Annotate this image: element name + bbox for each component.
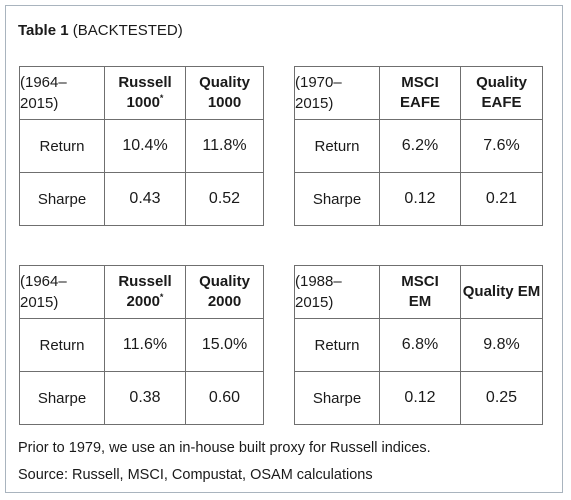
- period-start: (1988–: [295, 273, 342, 290]
- header-line2: MSCI EAFE: [399, 74, 440, 111]
- value-cell: 0.12: [379, 371, 461, 425]
- header-line2: 2000: [207, 293, 242, 310]
- period-end: 2015): [295, 95, 334, 112]
- table-frame: [5, 5, 563, 493]
- header-msci-eafe: MSCI EAFE: [379, 66, 461, 120]
- footnote-source: Source: Russell, MSCI, Compustat, OSAM c…: [18, 467, 373, 483]
- header-russell-1000: Russell 1000*: [104, 66, 186, 120]
- header-line1: Quality: [199, 74, 250, 91]
- footnote-proxy: Prior to 1979, we use an in-house built …: [18, 440, 431, 456]
- row-label-return: Return: [294, 119, 380, 173]
- table-title: Table 1 (BACKTESTED): [18, 22, 183, 39]
- table-title-suffix: (BACKTESTED): [72, 22, 183, 39]
- period-end: 2015): [295, 294, 334, 311]
- header-line2: EAFE: [481, 94, 522, 111]
- header-quality-2000: Quality 2000: [185, 265, 264, 319]
- period-cell: (1964– 2015): [19, 265, 105, 319]
- header-quality-1000: Quality 1000: [185, 66, 264, 120]
- table-msci-eafe: (1970– 2015) MSCI EAFE Quality EAFE Return…: [294, 66, 543, 226]
- header-quality-em: Quality EM: [460, 265, 543, 319]
- value-cell: 11.6%: [104, 318, 186, 372]
- row-label-sharpe: Sharpe: [19, 371, 105, 425]
- period-end: 2015): [20, 95, 59, 112]
- header-line2: 1000: [126, 94, 160, 111]
- value-cell: 11.8%: [185, 119, 264, 173]
- header-line2: Quality EM: [462, 283, 541, 300]
- row-label-return: Return: [19, 119, 105, 173]
- row-label-return: Return: [19, 318, 105, 372]
- value-cell: 0.21: [460, 172, 543, 226]
- value-cell: 0.38: [104, 371, 186, 425]
- period-cell: (1970– 2015): [294, 66, 380, 120]
- value-cell: 15.0%: [185, 318, 264, 372]
- header-line1: Quality: [476, 74, 527, 91]
- header-quality-eafe: Quality EAFE: [460, 66, 543, 120]
- row-label-sharpe: Sharpe: [19, 172, 105, 226]
- table-russell-2000: (1964– 2015) Russell 2000* Quality 2000 Ret…: [19, 265, 264, 425]
- table-title-bold: Table 1: [18, 22, 69, 39]
- period-end: 2015): [20, 294, 59, 311]
- period-start: (1970–: [295, 74, 342, 91]
- header-russell-2000: Russell 2000*: [104, 265, 186, 319]
- header-msci-em: MSCI EM: [379, 265, 461, 319]
- value-cell: 6.8%: [379, 318, 461, 372]
- period-start: (1964–: [20, 273, 67, 290]
- row-label-sharpe: Sharpe: [294, 371, 380, 425]
- value-cell: 10.4%: [104, 119, 186, 173]
- table-msci-em: (1988– 2015) MSCI EM Quality EM Return 6.8…: [294, 265, 543, 425]
- row-label-return: Return: [294, 318, 380, 372]
- value-cell: 0.60: [185, 371, 264, 425]
- value-cell: 9.8%: [460, 318, 543, 372]
- row-label-sharpe: Sharpe: [294, 172, 380, 226]
- value-cell: 7.6%: [460, 119, 543, 173]
- period-cell: (1988– 2015): [294, 265, 380, 319]
- period-cell: (1964– 2015): [19, 66, 105, 120]
- header-line1: Quality: [199, 273, 250, 290]
- header-line1: Russell: [118, 273, 172, 290]
- value-cell: 0.12: [379, 172, 461, 226]
- period-start: (1964–: [20, 74, 67, 91]
- header-footnote-mark: *: [159, 93, 164, 103]
- header-line2: 2000: [126, 293, 160, 310]
- header-line2: EM: [408, 293, 432, 310]
- header-line1: MSCI: [401, 273, 439, 290]
- value-cell: 0.25: [460, 371, 543, 425]
- value-cell: 0.43: [104, 172, 186, 226]
- header-line2: 1000: [207, 94, 242, 111]
- value-cell: 6.2%: [379, 119, 461, 173]
- value-cell: 0.52: [185, 172, 264, 226]
- table-russell-1000: (1964– 2015) Russell 1000* Quality 1000 Ret…: [19, 66, 264, 226]
- header-line1: Russell: [118, 74, 172, 91]
- header-footnote-mark: *: [159, 292, 164, 302]
